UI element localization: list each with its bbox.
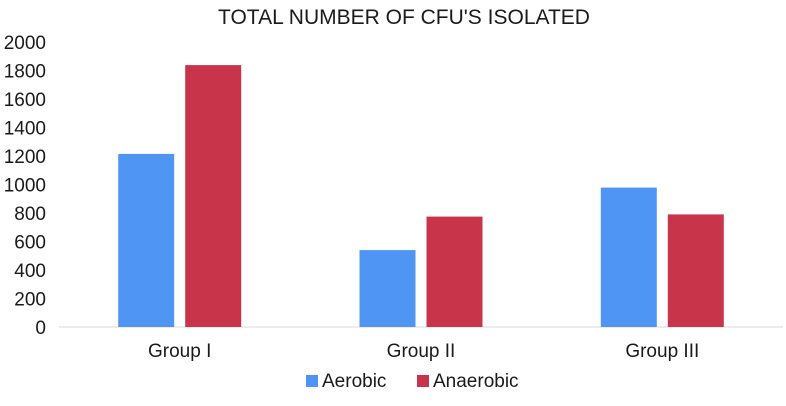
bar-aerobic-3 (600, 187, 657, 327)
legend-swatch (306, 375, 318, 387)
bar-anaerobic-1 (185, 65, 242, 327)
bar-aerobic-2 (359, 250, 416, 327)
bars-group (118, 65, 724, 327)
legend-label: Aerobic (322, 371, 386, 392)
y-tick-label: 200 (14, 290, 46, 311)
y-tick-label: 2000 (4, 33, 46, 54)
y-tick-label: 400 (14, 261, 46, 282)
bar-anaerobic-2 (426, 216, 483, 327)
x-tick-label: Group III (625, 341, 699, 362)
y-tick-label: 1600 (4, 90, 46, 111)
chart-title: TOTAL NUMBER OF CFU'S ISOLATED (218, 6, 590, 29)
y-tick-label: 1400 (4, 119, 46, 140)
y-tick-label: 800 (14, 204, 46, 225)
bar-aerobic-1 (118, 153, 175, 327)
y-axis: 0 200 400 600 800 1000 1200 1400 1600 1800 2000 (4, 33, 46, 339)
y-tick-label: 1800 (4, 62, 46, 83)
legend-item-anaerobic: Anaerobic (417, 371, 519, 392)
y-tick-label: 600 (14, 233, 46, 254)
x-tick-label: Group I (148, 341, 211, 362)
y-tick-label: 0 (35, 318, 46, 339)
legend-label: Anaerobic (433, 371, 519, 392)
legend-item-aerobic: Aerobic (306, 371, 386, 392)
legend-swatch (417, 375, 429, 387)
legend: Aerobic Anaerobic (306, 371, 519, 392)
x-axis: Group I Group II Group III (148, 341, 699, 362)
x-tick-label: Group II (387, 341, 456, 362)
bar-anaerobic-3 (667, 214, 724, 327)
y-tick-label: 1200 (4, 147, 46, 168)
y-tick-label: 1000 (4, 176, 46, 197)
